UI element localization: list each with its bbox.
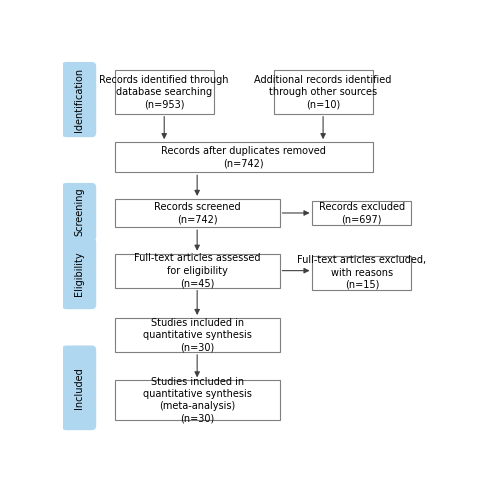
- FancyBboxPatch shape: [312, 255, 411, 290]
- Text: Full-text articles excluded,
with reasons
(n=15): Full-text articles excluded, with reason…: [298, 255, 426, 290]
- Text: Full-text articles assessed
for eligibility
(n=45): Full-text articles assessed for eligibil…: [134, 253, 260, 288]
- FancyBboxPatch shape: [115, 381, 280, 420]
- Text: Included: Included: [74, 367, 84, 409]
- FancyBboxPatch shape: [115, 254, 280, 288]
- Text: Studies included in
quantitative synthesis
(meta-analysis)
(n=30): Studies included in quantitative synthes…: [142, 377, 252, 424]
- Text: Eligibility: Eligibility: [74, 251, 84, 296]
- FancyBboxPatch shape: [115, 142, 372, 172]
- Text: Records screened
(n=742): Records screened (n=742): [154, 202, 240, 224]
- Text: Screening: Screening: [74, 188, 84, 236]
- Text: Records after duplicates removed
(n=742): Records after duplicates removed (n=742): [161, 146, 326, 168]
- Text: Records identified through
database searching
(n=953): Records identified through database sear…: [100, 75, 229, 109]
- FancyBboxPatch shape: [62, 62, 96, 137]
- Text: Identification: Identification: [74, 67, 84, 132]
- FancyBboxPatch shape: [62, 183, 96, 241]
- FancyBboxPatch shape: [115, 318, 280, 352]
- Text: Studies included in
quantitative synthesis
(n=30): Studies included in quantitative synthes…: [142, 318, 252, 353]
- FancyBboxPatch shape: [62, 238, 96, 309]
- FancyBboxPatch shape: [115, 70, 214, 114]
- Text: Additional records identified
through other sources
(n=10): Additional records identified through ot…: [254, 75, 392, 109]
- FancyBboxPatch shape: [115, 199, 280, 227]
- FancyBboxPatch shape: [312, 201, 411, 225]
- Text: Records excluded
(n=697): Records excluded (n=697): [319, 202, 405, 224]
- FancyBboxPatch shape: [62, 346, 96, 430]
- FancyBboxPatch shape: [274, 70, 372, 114]
